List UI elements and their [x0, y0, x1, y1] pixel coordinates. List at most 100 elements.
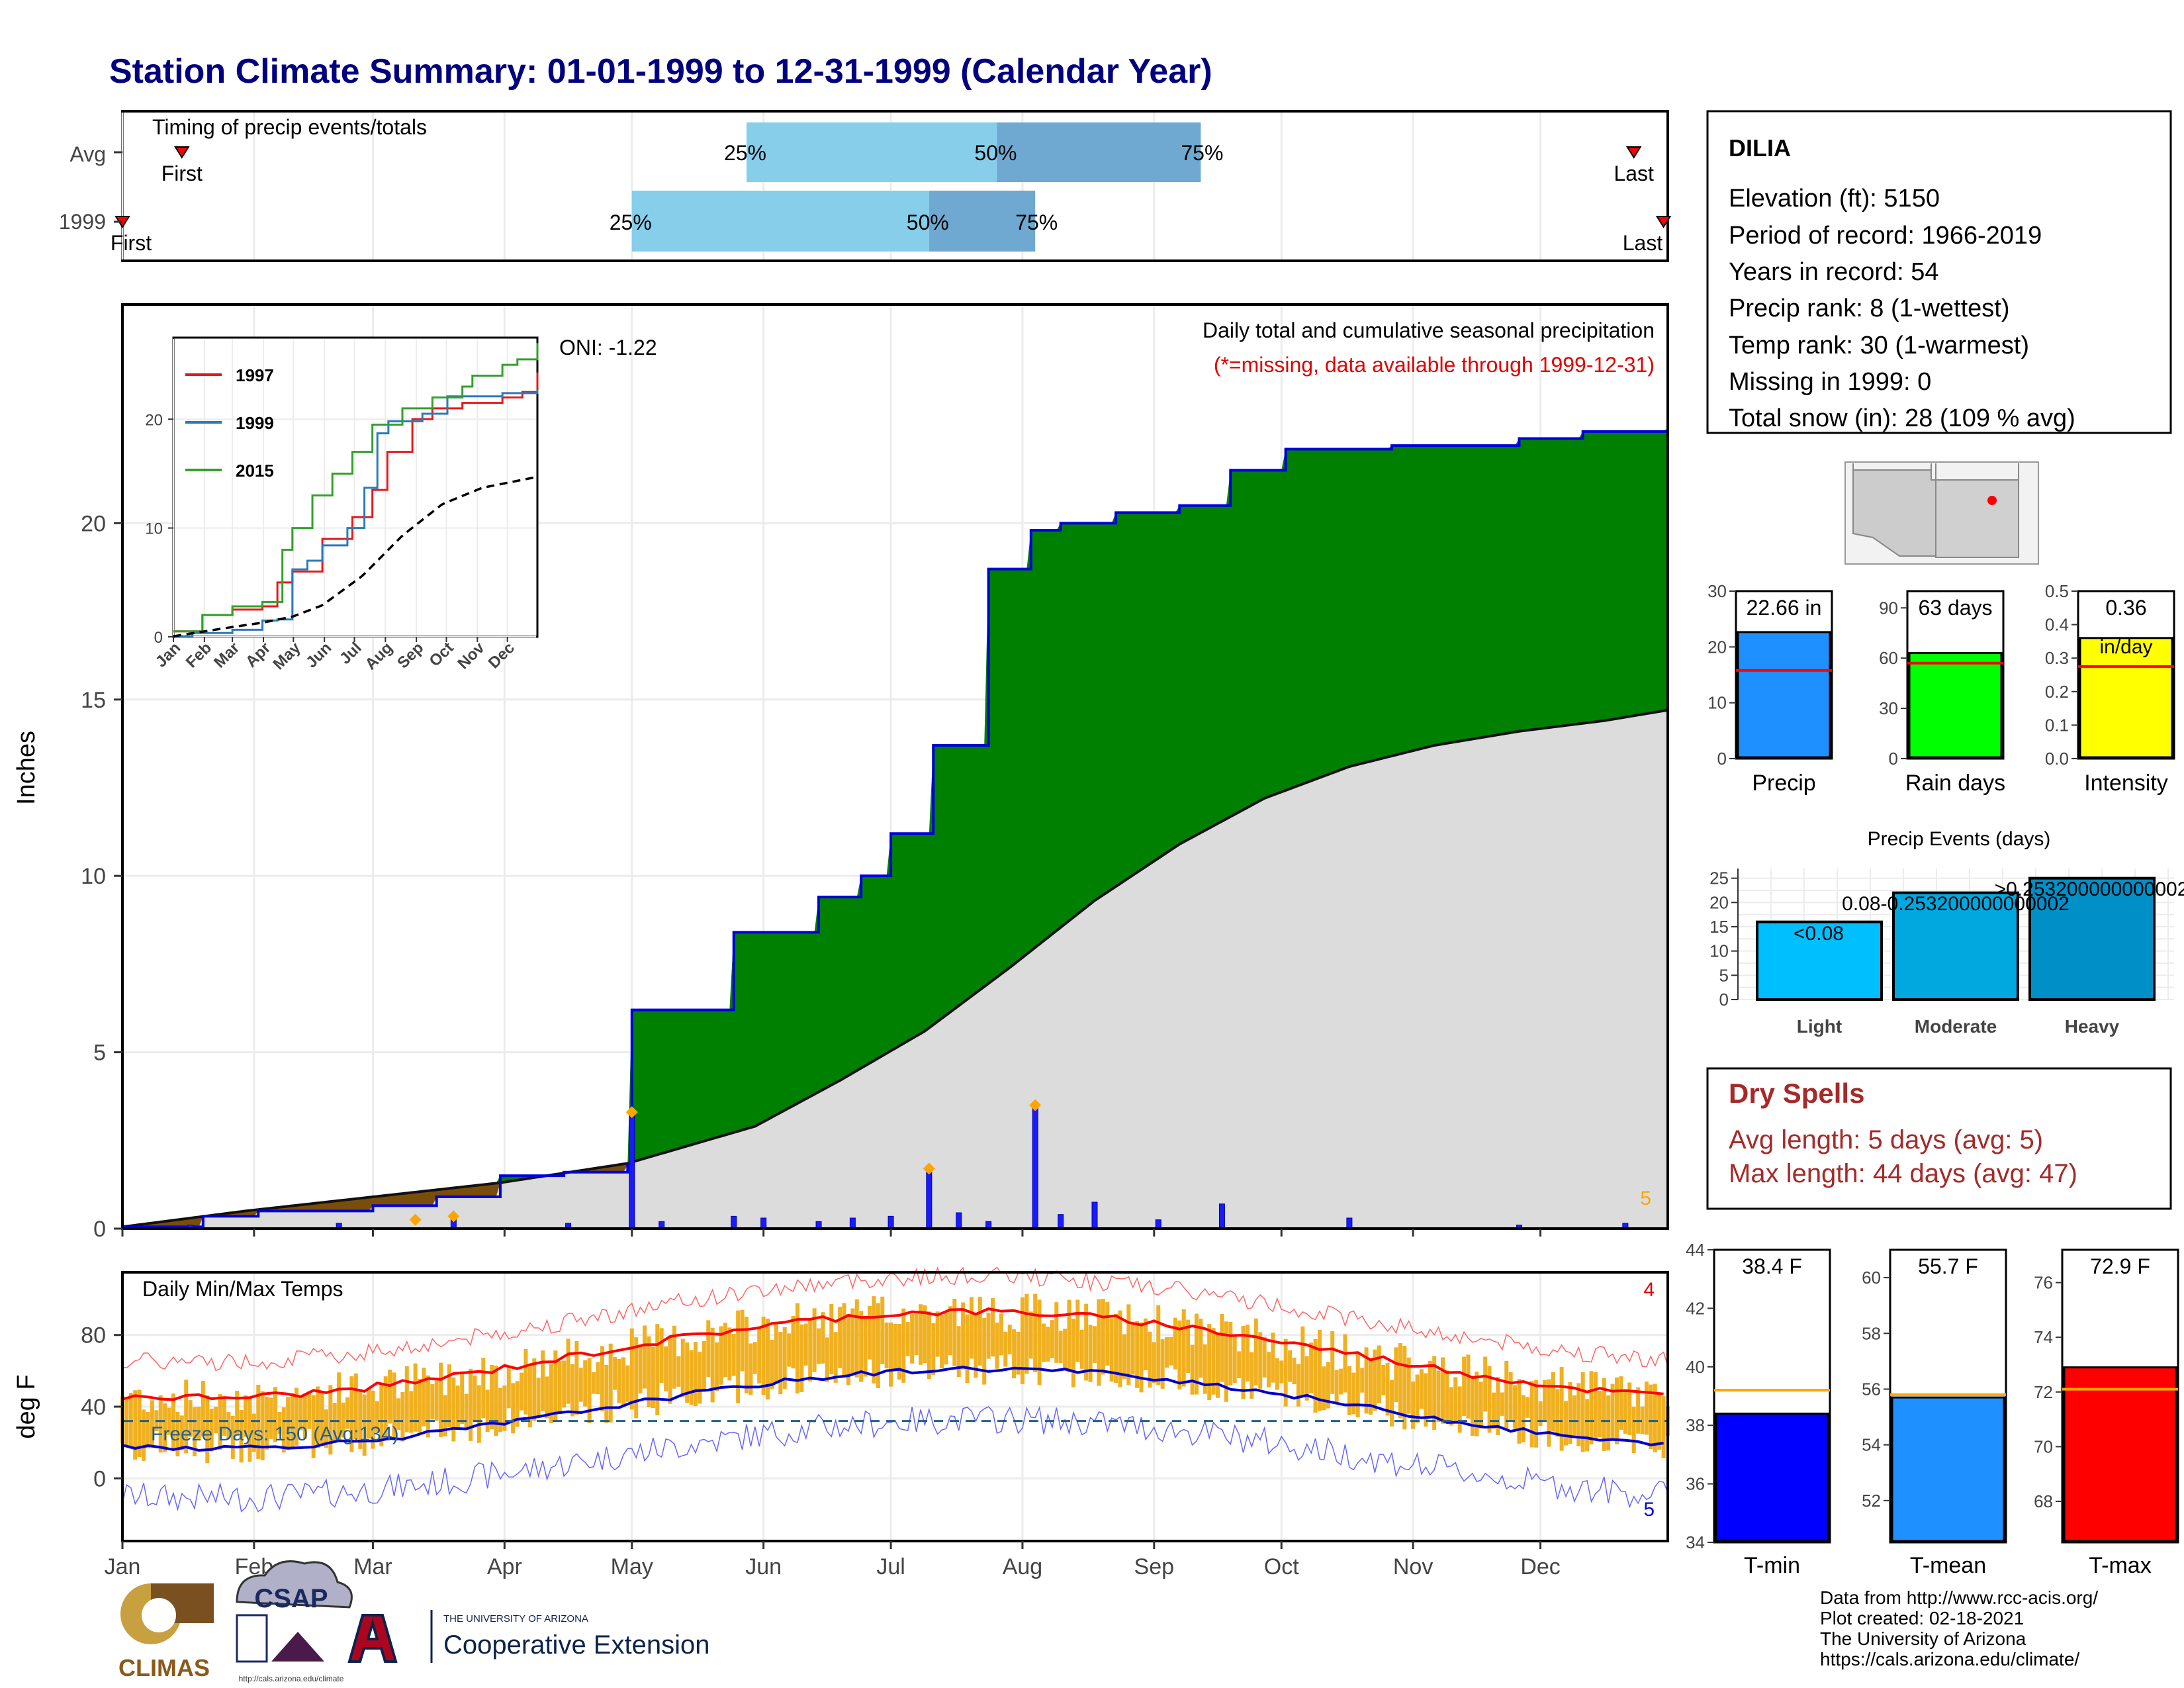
- timing-label: Timing of precip events/totals: [152, 115, 427, 139]
- temp-daily-range-bars: [120, 1293, 1670, 1464]
- legend-label-2015: 2015: [236, 461, 274, 481]
- temp-y-axis: 0 40 80: [81, 1323, 122, 1491]
- t-max-value-label: 72.9 F: [2090, 1254, 2150, 1278]
- precip-event-marker: [447, 1210, 460, 1223]
- events-category-heavy: Heavy: [2065, 1016, 2120, 1037]
- events-bar-heavy: [2028, 876, 2156, 1001]
- timing-panel: Timing of precip events/totals 25% 50% 75%…: [59, 110, 1672, 262]
- intensity-ytick-label-0: 0.0: [2045, 749, 2069, 769]
- timing-iqr-high-Avg: [997, 122, 1201, 182]
- csap-logo-url: http://cals.arizona.edu/climate: [239, 1674, 344, 1683]
- month-label-6: Jul: [876, 1554, 905, 1579]
- events-bar-moderate: [1892, 891, 2019, 1001]
- timing-p75-Avg: 75%: [1181, 141, 1223, 165]
- events-ytick-label-3: 15: [1709, 917, 1729, 937]
- precip-event-marker: [409, 1213, 422, 1226]
- t-min-bar: [1715, 1413, 1829, 1542]
- t-mean-ytick-label-3: 58: [1862, 1323, 1881, 1343]
- temp-count-bottom: 5: [1643, 1499, 1655, 1521]
- intensity-bar: [2079, 637, 2173, 759]
- temp-content: [120, 1266, 1670, 1513]
- precip-ytick-label-2: 20: [1707, 637, 1727, 657]
- t-mean-ytick-label-1: 54: [1862, 1435, 1881, 1455]
- precip-category-label: Precip: [1752, 771, 1815, 796]
- rain-days-category-label: Rain days: [1905, 771, 2005, 796]
- t-min-ytick-label-4: 42: [1686, 1298, 1705, 1318]
- rain-days-bar: [1908, 652, 2003, 759]
- timing-p25-1999: 25%: [610, 211, 652, 234]
- legend-label-1999: 1999: [236, 413, 274, 433]
- page-title: Station Climate Summary: 01-01-1999 to 1…: [109, 52, 1212, 91]
- csap-logo: CSAP http://cals.arizona.edu/climate: [236, 1560, 353, 1683]
- month-label-0: Jan: [105, 1554, 141, 1579]
- t-mean-ytick-label-4: 60: [1862, 1268, 1881, 1288]
- station-years: Years in record: 54: [1729, 258, 1939, 286]
- inset-legend: 1997 1999 2015: [185, 365, 274, 481]
- events-category-moderate: Moderate: [1915, 1016, 1997, 1037]
- map-station-marker: [1987, 496, 1997, 505]
- events-ytick-label-1: 5: [1719, 965, 1729, 985]
- t-max-ytick-label-0: 68: [2034, 1491, 2053, 1511]
- timing-row-avg-label: Avg: [69, 142, 106, 166]
- precip-events-title: Precip Events (days): [1868, 828, 2051, 850]
- inset-line-avg: [173, 475, 538, 637]
- precip-event-marker: [625, 1106, 638, 1119]
- t-max-ytick-label-1: 70: [2034, 1436, 2053, 1456]
- footer-line-url: https://cals.arizona.edu/climate/: [1820, 1649, 2079, 1669]
- month-axis: Jan Feb Mar Apr May Jun Jul Aug Sep Oct Nov Dec: [105, 1541, 1561, 1579]
- events-bar-light: [1756, 920, 1883, 1001]
- timing-first-label-1999: First: [111, 231, 152, 255]
- freeze-days-note: Freeze Days: 150 (Avg:134): [151, 1423, 399, 1445]
- intensity-category-label: Intensity: [2084, 771, 2168, 796]
- rain-days-ytick-label-3: 90: [1879, 598, 1898, 618]
- precip-observed-line: [122, 428, 1669, 1229]
- timing-last-marker-Avg: [1625, 146, 1642, 159]
- temp-record-max-line: [122, 1266, 1668, 1372]
- month-label-9: Oct: [1264, 1554, 1299, 1579]
- intensity-ytick-label-3: 0.3: [2045, 648, 2069, 668]
- logos: CLIMAS CSAP http://cals.arizona.edu/clim…: [118, 1560, 709, 1683]
- timing-last-label-1999: Last: [1623, 231, 1663, 255]
- temp-ytick-label-2: 80: [81, 1323, 106, 1348]
- locator-map: [1844, 461, 2039, 565]
- climas-logo: CLIMAS: [118, 1583, 214, 1681]
- station-missing: Missing in 1999: 0: [1729, 368, 1931, 396]
- precip-daily-bar: [1091, 1201, 1098, 1229]
- precip-above-average-area: [122, 428, 1668, 1227]
- month-label-7: Aug: [1003, 1554, 1043, 1579]
- precip-ytick-label-3: 15: [81, 688, 106, 713]
- intensity-ytick-label-4: 0.4: [2045, 615, 2069, 635]
- station-precip-rank: Precip rank: 8 (1-wettest): [1729, 295, 2009, 322]
- footer-line-university: The University of Arizona: [1820, 1628, 2026, 1649]
- precip-ytick-label-3: 30: [1707, 581, 1727, 601]
- t-min-ytick-label-1: 36: [1686, 1474, 1705, 1494]
- inset-lines: [173, 343, 539, 637]
- temp-y-label: deg F: [13, 1374, 40, 1438]
- month-label-2: Mar: [353, 1554, 392, 1579]
- rain-days-ytick-label-2: 60: [1879, 648, 1898, 668]
- t-min-ytick-label-5: 44: [1686, 1240, 1705, 1260]
- precip-ytick-label-1: 10: [1707, 693, 1727, 713]
- t-min-value-label: 38.4 F: [1742, 1254, 1802, 1278]
- temp-count-top: 4: [1643, 1279, 1655, 1301]
- temp-header: Daily Min/Max Temps: [142, 1277, 343, 1301]
- precip-daily-bar: [1058, 1214, 1064, 1229]
- precip-daily-bar: [926, 1168, 933, 1229]
- precip-events-plot: Light Moderate Heavy <0.08 0.08-0.2532000000…: [1709, 868, 2184, 1037]
- station-name: DILIA: [1729, 134, 1791, 162]
- map-state-borders: [1852, 463, 2019, 481]
- inset-grid: [173, 339, 536, 637]
- precip-daily-bar: [1032, 1105, 1038, 1229]
- month-label-8: Sep: [1134, 1554, 1175, 1579]
- oni-value: ONI: -1.22: [559, 336, 657, 359]
- precip-value-label: 22.66 in: [1747, 596, 1822, 620]
- inset-frame: [172, 336, 539, 638]
- t-max-ytick-label-4: 76: [2034, 1273, 2053, 1293]
- t-min-ytick-label-2: 38: [1686, 1415, 1705, 1435]
- intensity-ytick-label-2: 0.2: [2045, 682, 2069, 702]
- ua-logo-small-text: THE UNIVERSITY OF ARIZONA: [443, 1613, 588, 1624]
- t-max-category-label: T-max: [2089, 1553, 2151, 1578]
- csap-logo-text: CSAP: [254, 1584, 328, 1613]
